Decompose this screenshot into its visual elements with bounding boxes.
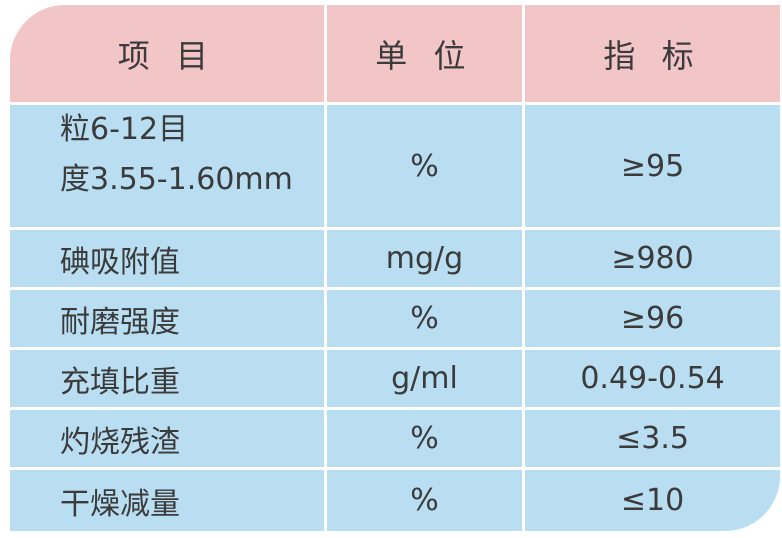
value-cell: ≥980 [525, 230, 780, 287]
item-cell: 灼烧残渣 [10, 410, 324, 467]
table-row: 碘吸附值 mg/g ≥980 [10, 230, 780, 287]
table-row: 灼烧残渣 % ≤3.5 [10, 410, 780, 467]
spec-table: 项 目 单 位 指 标 粒6-12目 度3.55-1.60mm % ≥95 碘吸… [10, 5, 780, 531]
item-line: 粒6-12目 [60, 112, 189, 147]
value-cell: ≤3.5 [525, 410, 780, 467]
item-line: 度3.55-1.60mm [60, 162, 293, 197]
header-item: 项 目 [10, 5, 324, 102]
table-row: 粒6-12目 度3.55-1.60mm % ≥95 [10, 105, 780, 227]
value-cell: ≤10 [525, 470, 780, 531]
table-row: 耐磨强度 % ≥96 [10, 290, 780, 347]
table-row: 充填比重 g/ml 0.49-0.54 [10, 350, 780, 407]
item-cell: 碘吸附值 [10, 230, 324, 287]
table-row: 干燥减量 % ≤10 [10, 470, 780, 531]
item-cell: 耐磨强度 [10, 290, 324, 347]
unit-cell: % [326, 410, 523, 467]
unit-cell: % [326, 105, 523, 227]
item-cell: 干燥减量 [10, 470, 324, 531]
value-cell: ≥95 [525, 105, 780, 227]
header-unit: 单 位 [326, 5, 522, 102]
header-value: 指 标 [525, 5, 780, 102]
unit-cell: % [326, 470, 523, 531]
item-cell: 粒6-12目 度3.55-1.60mm [10, 105, 324, 227]
value-cell: 0.49-0.54 [525, 350, 780, 407]
unit-cell: g/ml [326, 350, 523, 407]
item-cell: 充填比重 [10, 350, 324, 407]
table-header: 项 目 单 位 指 标 [10, 5, 780, 102]
unit-cell: % [326, 290, 523, 347]
unit-cell: mg/g [326, 230, 523, 287]
value-cell: ≥96 [525, 290, 780, 347]
